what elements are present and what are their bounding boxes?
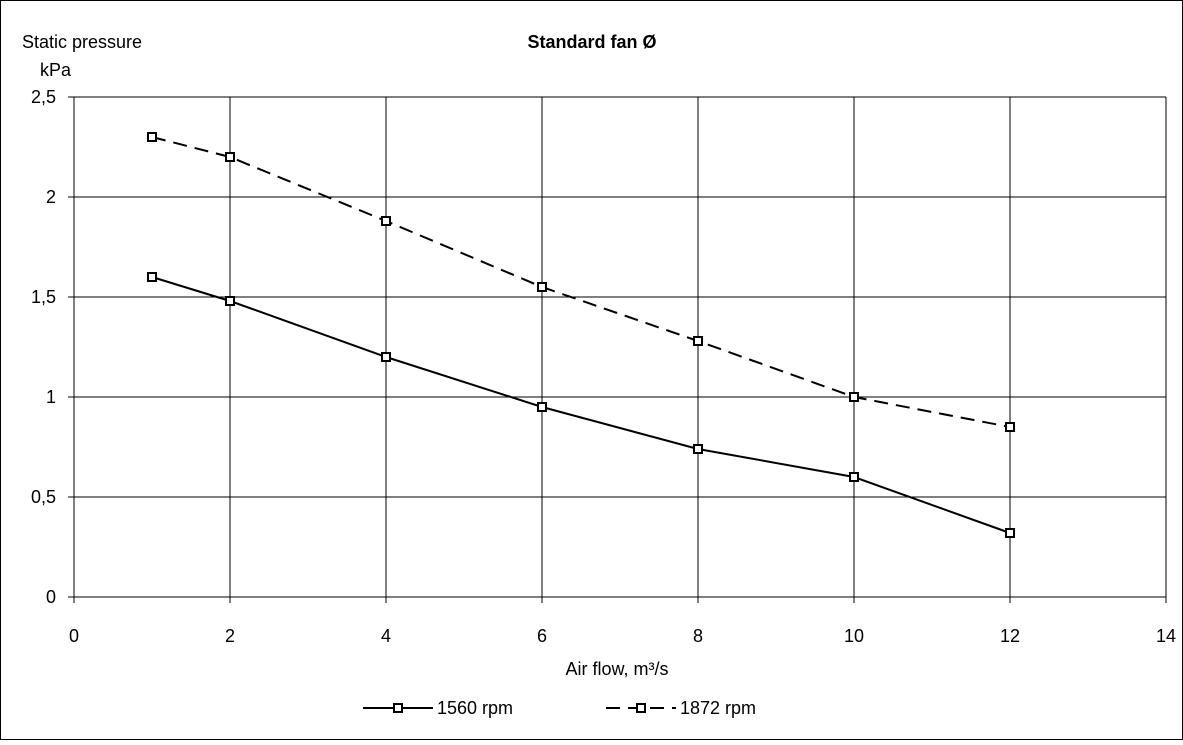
y-axis-label-line1: Static pressure (22, 32, 142, 52)
x-tick-label: 14 (1156, 626, 1176, 646)
data-point (1005, 528, 1015, 538)
x-tick-label: 8 (693, 626, 703, 646)
y-tick-label: 0 (46, 587, 56, 607)
x-tick-label: 10 (844, 626, 864, 646)
legend-marker (636, 703, 646, 713)
data-point (693, 336, 703, 346)
data-point (849, 392, 859, 402)
data-point (147, 132, 157, 142)
x-tick-label: 4 (381, 626, 391, 646)
series-layer (147, 132, 1015, 538)
axis-layer: 0 0,5 1 1,5 2 2,5 0 2 4 6 8 10 12 14 (31, 87, 1176, 646)
data-point (147, 272, 157, 282)
y-tick-label: 1,5 (31, 287, 56, 307)
legend-marker (393, 703, 403, 713)
y-tick-label: 1 (46, 387, 56, 407)
series-1 (147, 272, 1015, 538)
x-tick-label: 2 (225, 626, 235, 646)
x-axis-label: Air flow, m³/s (565, 659, 668, 679)
chart-title: Standard fan Ø (527, 32, 656, 52)
data-point (849, 472, 859, 482)
data-point (537, 282, 547, 292)
x-tick-label: 6 (537, 626, 547, 646)
x-tick-label: 12 (1000, 626, 1020, 646)
legend-entry: 1872 rpm (606, 698, 756, 718)
legend-label: 1872 rpm (680, 698, 756, 718)
data-point (381, 216, 391, 226)
legend-label: 1560 rpm (437, 698, 513, 718)
data-point (693, 444, 703, 454)
data-point (537, 402, 547, 412)
y-axis-label-line2: kPa (40, 60, 72, 80)
data-point (225, 296, 235, 306)
data-point (225, 152, 235, 162)
legend-entry: 1560 rpm (363, 698, 513, 718)
legend: 1560 rpm 1872 rpm (363, 698, 756, 718)
data-point (1005, 422, 1015, 432)
x-tick-label: 0 (69, 626, 79, 646)
data-point (381, 352, 391, 362)
y-tick-label: 2 (46, 187, 56, 207)
y-tick-label: 0,5 (31, 487, 56, 507)
y-tick-label: 2,5 (31, 87, 56, 107)
series-2 (147, 132, 1015, 432)
